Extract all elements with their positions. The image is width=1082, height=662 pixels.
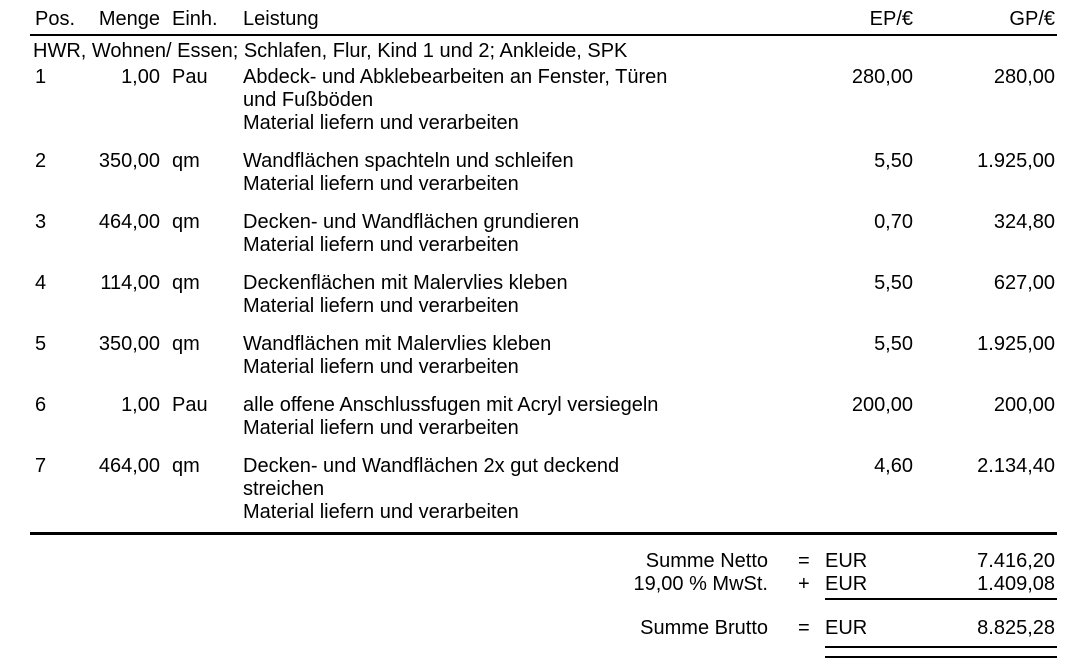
summary-brutto-value: 8.825,28 <box>977 617 1055 639</box>
section-group-header: HWR, Wohnen/ Essen; Schlafen, Flur, Kind… <box>33 40 628 62</box>
row-ep: 4,60 <box>874 455 913 477</box>
row-menge: 350,00 <box>98 333 160 355</box>
table-body: 1 1,00 Pau Abdeck- und Abklebearbeiten a… <box>30 66 1057 524</box>
row-pos: 1 <box>35 66 47 88</box>
row-gp: 1.925,00 <box>977 333 1055 355</box>
row-ep: 280,00 <box>851 66 913 88</box>
table-bottom-rule <box>30 532 1057 535</box>
row-pos: 6 <box>35 394 47 416</box>
leistung-line: Decken- und Wandflächen grundieren <box>243 211 580 233</box>
row-leistung: Abdeck- und Abklebearbeiten an Fenster, … <box>243 66 763 135</box>
leistung-line: Wandflächen spachteln und schleifen <box>243 150 574 172</box>
row-gp: 1.925,00 <box>977 150 1055 172</box>
col-header-einh: Einh. <box>172 8 218 30</box>
col-header-menge: Menge <box>98 8 160 30</box>
summary-netto-currency: EUR <box>825 550 868 572</box>
row-gp: 280,00 <box>993 66 1055 88</box>
leistung-line: Material liefern und verarbeiten <box>243 234 519 256</box>
summary-row-mwst: 19,00 % MwSt. + EUR 1.409,08 <box>30 573 1057 596</box>
row-gp: 324,80 <box>993 211 1055 233</box>
summary-mwst-label: 19,00 % MwSt. <box>633 573 768 595</box>
leistung-line: Wandflächen mit Malervlies kleben <box>243 333 552 355</box>
row-gp: 2.134,40 <box>977 455 1055 477</box>
row-leistung: Decken- und Wandflächen 2x gut deckend st… <box>243 455 763 524</box>
summary-row-brutto: Summe Brutto = EUR 8.825,28 <box>30 617 1057 640</box>
table-row: 7 464,00 qm Decken- und Wandflächen 2x g… <box>30 455 1057 524</box>
summary-total-rule-bottom <box>825 656 1057 658</box>
summary-netto-label: Summe Netto <box>645 550 768 572</box>
row-menge: 1,00 <box>121 66 160 88</box>
row-einh: qm <box>172 333 200 355</box>
row-einh: Pau <box>172 66 208 88</box>
leistung-line: streichen <box>243 478 325 500</box>
leistung-line: Material liefern und verarbeiten <box>243 356 519 378</box>
row-einh: qm <box>172 455 200 477</box>
leistung-line: Abdeck- und Abklebearbeiten an Fenster, … <box>243 66 668 88</box>
leistung-line: und Fußböden <box>243 89 374 111</box>
row-ep: 200,00 <box>851 394 913 416</box>
row-pos: 7 <box>35 455 47 477</box>
row-ep: 5,50 <box>874 333 913 355</box>
leistung-line: Material liefern und verarbeiten <box>243 417 519 439</box>
table-row: 3 464,00 qm Decken- und Wandflächen grun… <box>30 211 1057 257</box>
row-leistung: Wandflächen spachteln und schleifen Mater… <box>243 150 763 196</box>
summary-brutto-currency: EUR <box>825 617 868 639</box>
row-gp: 627,00 <box>993 272 1055 294</box>
summary-mwst-currency: EUR <box>825 573 868 595</box>
summary-brutto-label: Summe Brutto <box>640 617 768 639</box>
summary-subtotal-rule <box>825 598 1057 600</box>
summary-netto-value: 7.416,20 <box>977 550 1055 572</box>
table-row: 2 350,00 qm Wandflächen spachteln und sc… <box>30 150 1057 196</box>
row-leistung: Deckenflächen mit Malervlies kleben Mater… <box>243 272 763 318</box>
row-menge: 350,00 <box>98 150 160 172</box>
col-header-pos: Pos. <box>35 8 76 30</box>
leistung-line: Material liefern und verarbeiten <box>243 112 519 134</box>
row-menge: 114,00 <box>100 272 160 294</box>
row-menge: 1,00 <box>121 394 160 416</box>
leistung-line: Material liefern und verarbeiten <box>243 173 519 195</box>
summary-mwst-value: 1.409,08 <box>977 573 1055 595</box>
summary-mwst-operator: + <box>798 573 810 595</box>
row-pos: 5 <box>35 333 47 355</box>
row-menge: 464,00 <box>98 211 160 233</box>
leistung-line: Material liefern und verarbeiten <box>243 501 519 523</box>
leistung-line: alle offene Anschlussfugen mit Acryl ver… <box>243 394 659 416</box>
col-header-leistung: Leistung <box>243 8 319 30</box>
row-leistung: Decken- und Wandflächen grundieren Materi… <box>243 211 763 257</box>
summary-total-rule-top <box>825 646 1057 648</box>
row-pos: 3 <box>35 211 47 233</box>
leistung-line: Decken- und Wandflächen 2x gut deckend <box>243 455 620 477</box>
table-row: 1 1,00 Pau Abdeck- und Abklebearbeiten a… <box>30 66 1057 135</box>
row-leistung: Wandflächen mit Malervlies kleben Materia… <box>243 333 763 379</box>
row-einh: qm <box>172 150 200 172</box>
leistung-line: Material liefern und verarbeiten <box>243 295 519 317</box>
table-row: 6 1,00 Pau alle offene Anschlussfugen mi… <box>30 394 1057 440</box>
table-row: 4 114,00 qm Deckenflächen mit Malervlies… <box>30 272 1057 318</box>
summary-brutto-operator: = <box>798 617 810 639</box>
summary-netto-operator: = <box>798 550 810 572</box>
summary-section: Summe Netto = EUR 7.416,20 19,00 % MwSt.… <box>30 550 1057 658</box>
summary-row-netto: Summe Netto = EUR 7.416,20 <box>30 550 1057 573</box>
table-row: 5 350,00 qm Wandflächen mit Malervlies k… <box>30 333 1057 379</box>
row-ep: 0,70 <box>874 211 913 233</box>
row-einh: Pau <box>172 394 208 416</box>
row-menge: 464,00 <box>98 455 160 477</box>
row-gp: 200,00 <box>993 394 1055 416</box>
row-ep: 5,50 <box>874 150 913 172</box>
row-pos: 2 <box>35 150 47 172</box>
row-ep: 5,50 <box>874 272 913 294</box>
row-pos: 4 <box>35 272 47 294</box>
col-header-gp: GP/€ <box>1009 8 1055 30</box>
col-header-ep: EP/€ <box>869 8 913 30</box>
row-einh: qm <box>172 272 200 294</box>
row-einh: qm <box>172 211 200 233</box>
table-header: Pos. Menge Einh. Leistung EP/€ GP/€ <box>30 8 1057 36</box>
leistung-line: Deckenflächen mit Malervlies kleben <box>243 272 568 294</box>
row-leistung: alle offene Anschlussfugen mit Acryl ver… <box>243 394 763 440</box>
